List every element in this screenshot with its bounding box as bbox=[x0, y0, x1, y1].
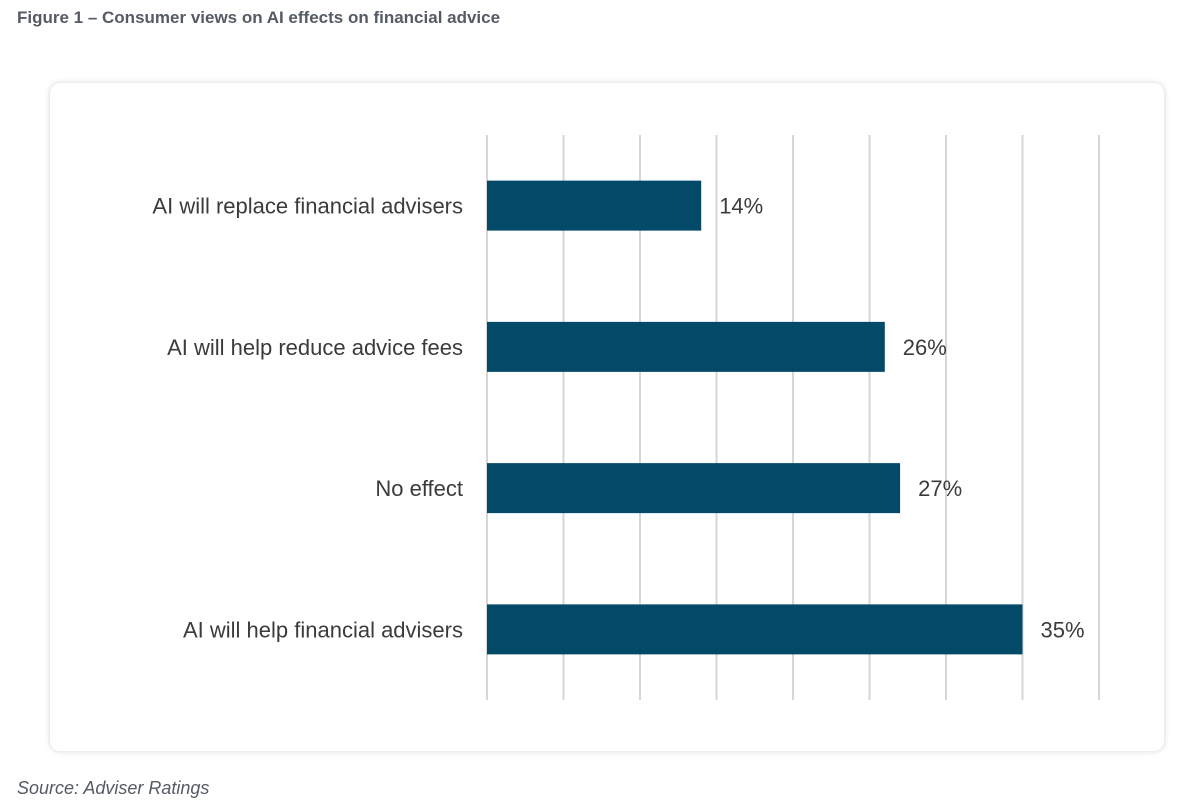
category-label: No effect bbox=[375, 476, 463, 501]
bar bbox=[487, 604, 1023, 655]
source-note: Source: Adviser Ratings bbox=[17, 778, 210, 798]
data-label: 35% bbox=[1041, 617, 1085, 642]
bar bbox=[487, 321, 885, 372]
bar-chart: AI will replace financial advisers 14% AI … bbox=[152, 135, 1100, 700]
category-label: AI will help reduce advice fees bbox=[167, 335, 463, 360]
bar bbox=[487, 180, 702, 231]
data-label: 27% bbox=[918, 476, 962, 501]
category-label: AI will replace financial advisers bbox=[152, 194, 463, 219]
category-label: AI will help financial advisers bbox=[183, 617, 463, 642]
data-label: 14% bbox=[719, 194, 763, 219]
chart-card: AI will replace financial advisers 14% AI … bbox=[50, 83, 1164, 751]
bar bbox=[487, 463, 901, 514]
data-label: 26% bbox=[903, 335, 947, 360]
figure-title: Figure 1 – Consumer views on AI effects … bbox=[17, 8, 501, 27]
